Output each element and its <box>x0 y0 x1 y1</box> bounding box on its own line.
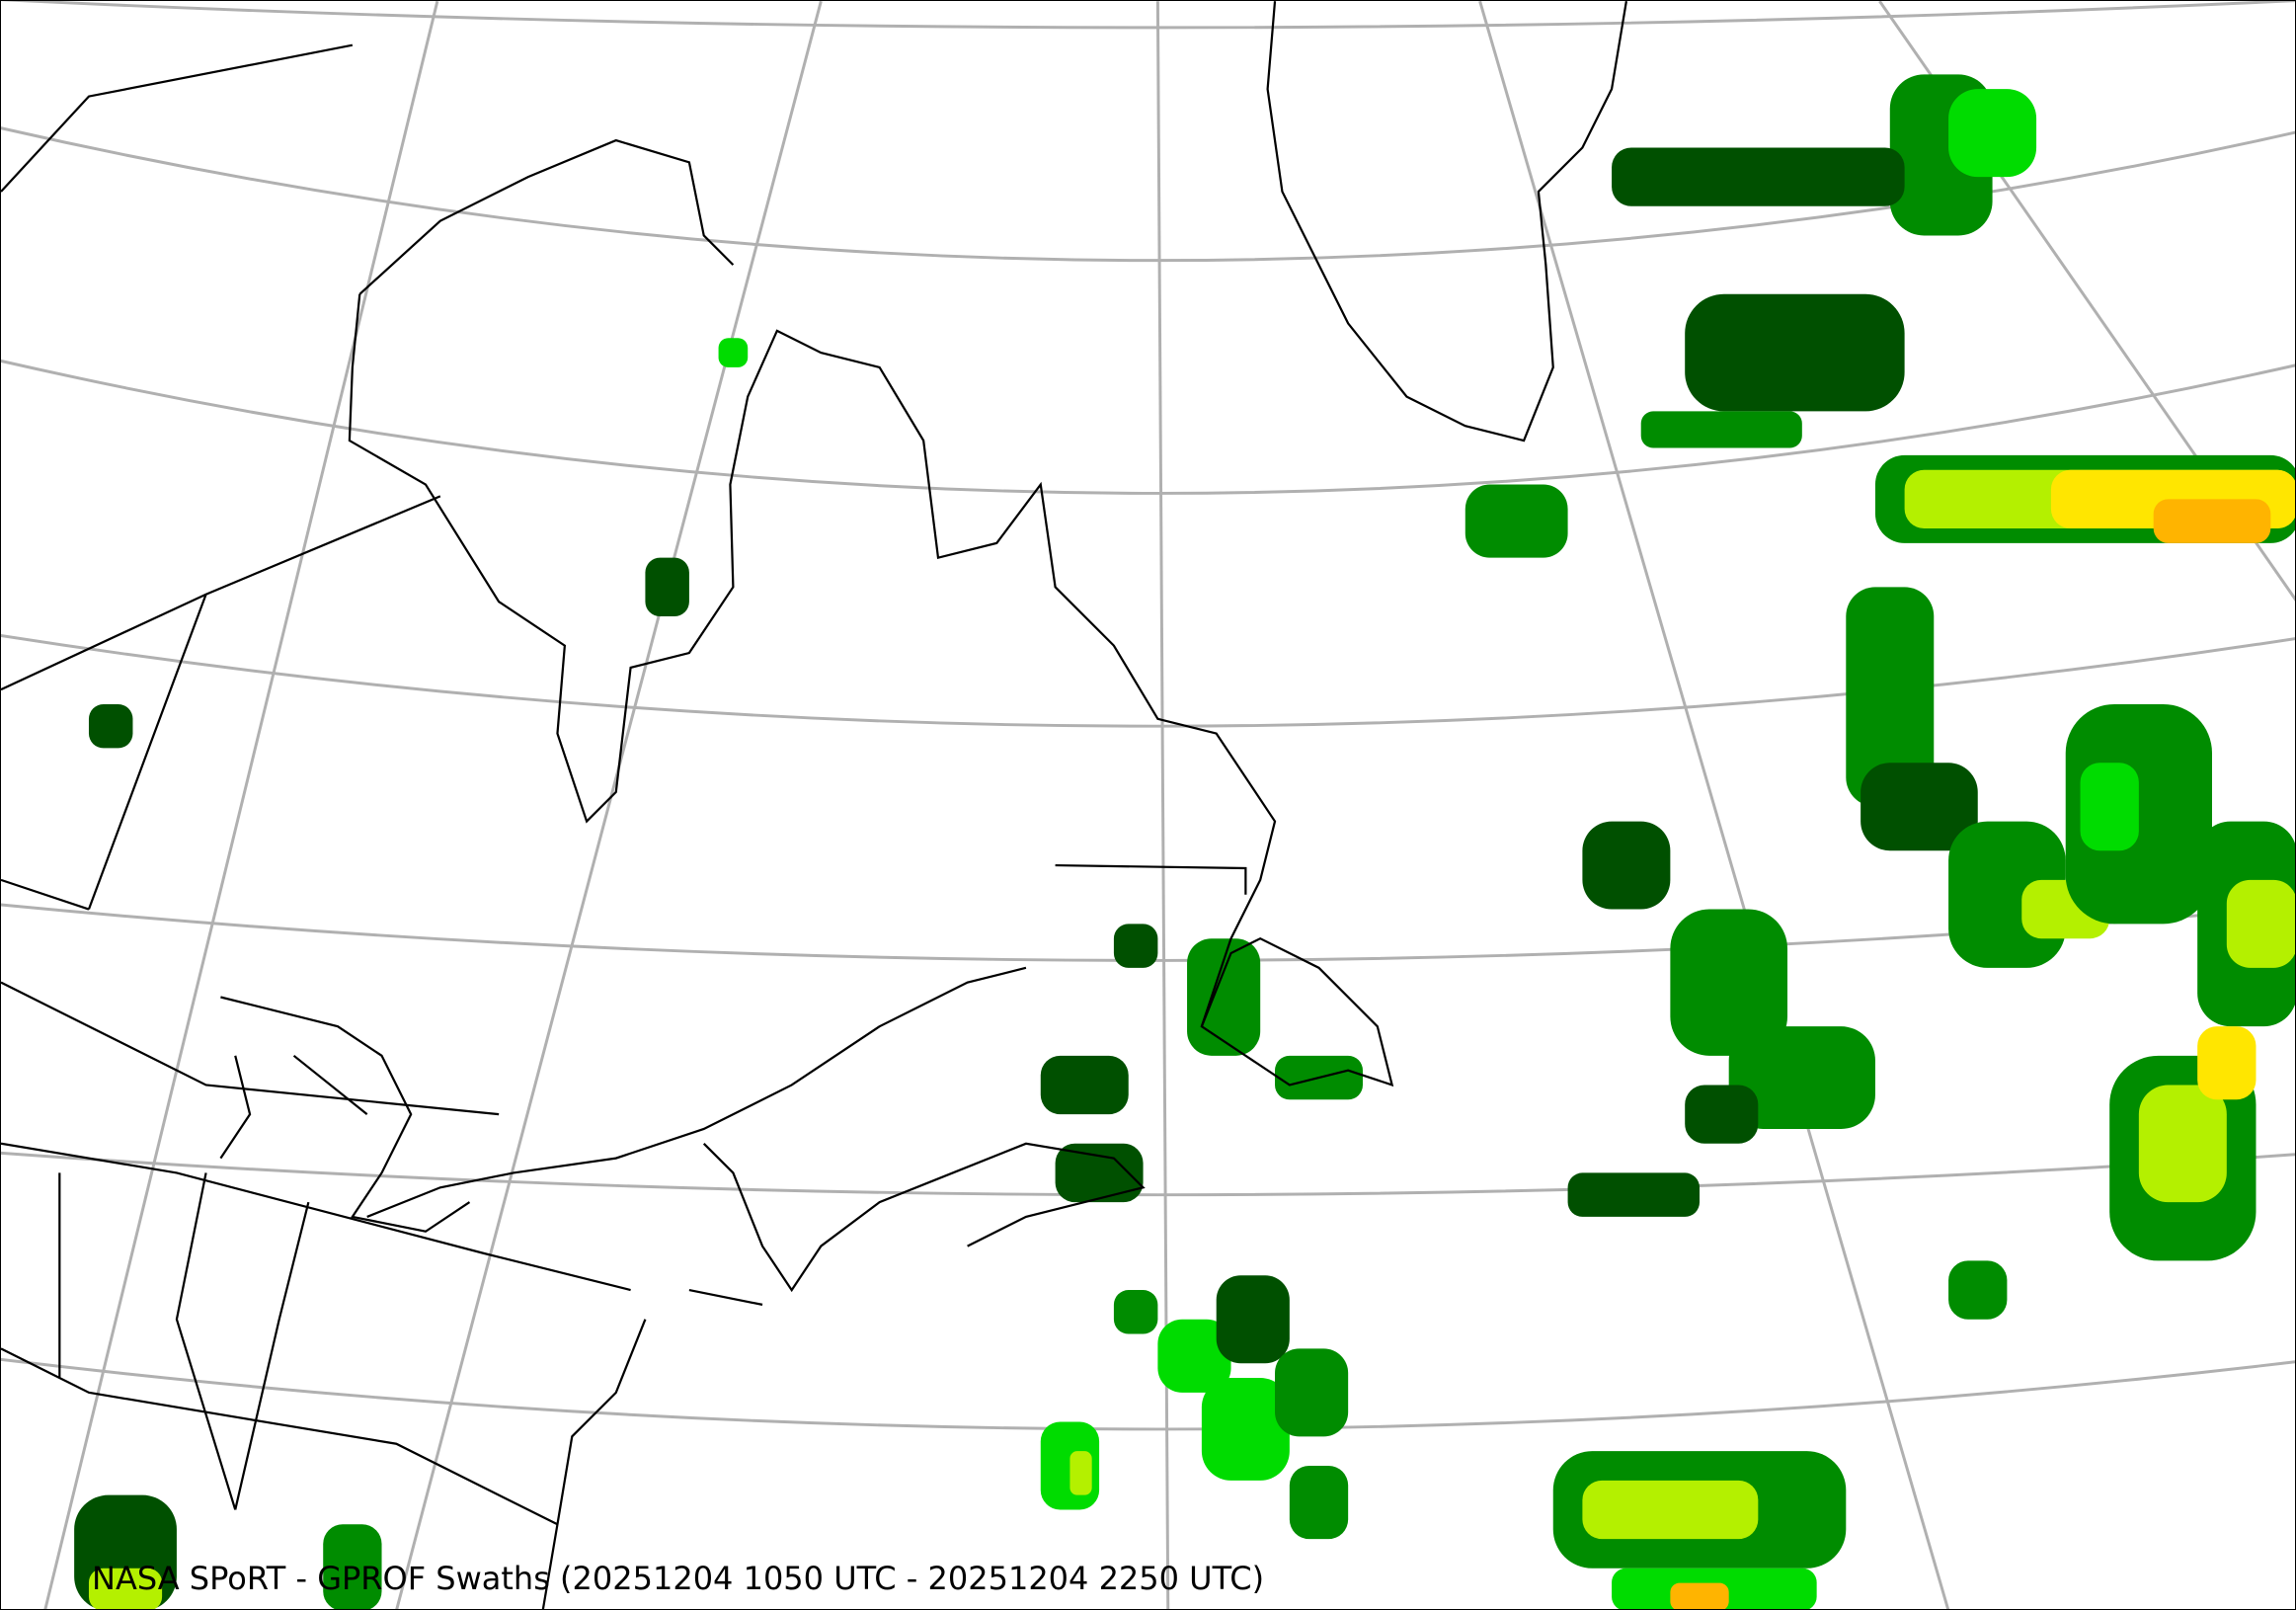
parallel-line <box>1 359 2295 495</box>
precip-patch <box>1685 293 1905 412</box>
precip-patch <box>1670 1582 1729 1609</box>
precip-patch <box>2226 879 2295 968</box>
precip-patch <box>2065 703 2212 925</box>
precipitation-swaths <box>74 74 2295 1609</box>
precip-patch <box>1582 1480 1759 1540</box>
precip-patch <box>1582 821 1671 910</box>
precip-patch <box>2080 763 2139 851</box>
precip-patch <box>1113 1290 1158 1334</box>
coastlines-and-borders <box>1 1 1627 1609</box>
st-lawrence-coast <box>366 966 1027 1218</box>
maritimes-coast <box>702 1142 1146 1293</box>
parallel-line <box>1 1151 2295 1197</box>
precip-patch <box>88 1568 163 1609</box>
precip-patch <box>2138 1085 2227 1203</box>
precip-patch <box>1275 1348 1349 1437</box>
precip-patch <box>2197 1026 2256 1100</box>
precip-patch <box>645 557 689 616</box>
precip-patch <box>2153 499 2271 543</box>
precip-patch <box>1948 89 2037 178</box>
precip-patch <box>323 1524 382 1609</box>
precip-patch <box>1670 909 1787 1056</box>
precip-patch <box>1640 411 1802 448</box>
precip-patch <box>1187 938 1261 1056</box>
great-lakes <box>219 996 471 1233</box>
greenland-coast <box>1266 1 1627 443</box>
meridian-line <box>395 1 823 1609</box>
precip-patch <box>1055 1143 1144 1203</box>
precip-patch <box>1846 587 1935 807</box>
precip-patch <box>88 703 133 749</box>
parallel-line <box>1 1357 2295 1431</box>
precip-patch <box>1040 1055 1129 1115</box>
precip-patch <box>1069 1451 1092 1495</box>
precip-patch <box>1289 1465 1349 1540</box>
precip-patch <box>1465 484 1568 558</box>
precip-patch <box>1861 763 1978 851</box>
precip-patch <box>718 338 749 367</box>
meridian-line <box>1478 1 1950 1609</box>
hudson-bay-coast <box>348 293 1277 1027</box>
meridian-line <box>43 1 439 1609</box>
parallel-line <box>1 633 2295 728</box>
precip-patch <box>1113 924 1158 968</box>
precip-patch <box>1201 1378 1290 1481</box>
precip-patch <box>1157 1319 1231 1393</box>
us-east-coast <box>541 1319 647 1609</box>
precip-patch <box>1685 1085 1759 1144</box>
parallel-line <box>1 1 2295 30</box>
precip-patch <box>1948 1260 2008 1320</box>
hudson-bay-north <box>358 138 735 295</box>
precip-patch <box>1612 147 1905 206</box>
map-title: NASA SPoRT - GPROF Swaths (20251204 1050… <box>92 1560 1265 1597</box>
newfoundland <box>1200 936 1394 1087</box>
borders <box>1 43 1247 1526</box>
precip-patch <box>1728 1026 1875 1129</box>
precip-patch <box>1216 1275 1290 1364</box>
precip-patch <box>1567 1172 1701 1217</box>
